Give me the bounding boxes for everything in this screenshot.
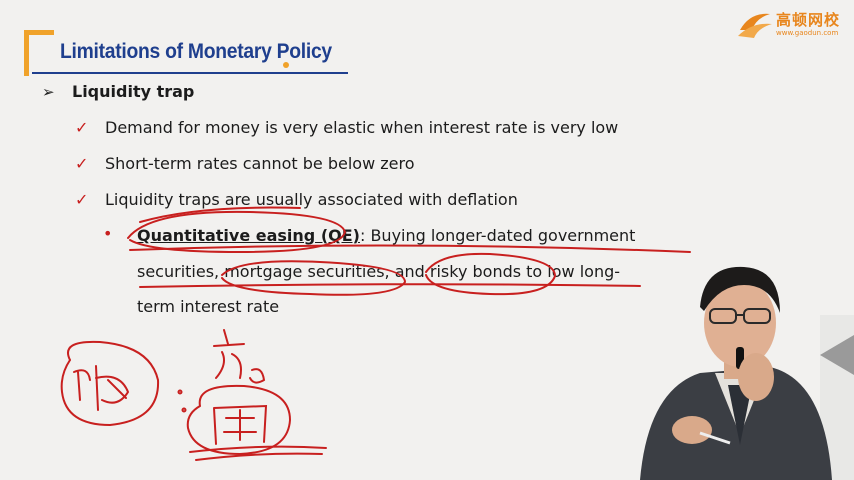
title-bracket-decoration [24,30,54,76]
logo-name: 高顿网校 [776,11,841,29]
point-text: Short-term rates cannot be below zero [105,154,415,173]
slide-title: Limitations of Monetary Policy [60,40,332,63]
dot-bullet-icon: • [103,224,113,243]
brand-logo: 高顿网校 www.gaodun.com [736,6,848,42]
point-text: Demand for money is very elastic when in… [105,118,619,137]
subpoint-line-2: securities, mortgage securities, and ris… [137,262,621,281]
subpoint-text: : Buying longer-dated government [359,226,636,245]
logo-swoosh-icon [738,13,772,38]
arrow-bullet-icon: ➢ [42,83,55,101]
heading-text: Liquidity trap [72,82,195,101]
title-underline [32,72,348,74]
title-dot-decoration [283,62,289,68]
logo-url: www.gaodun.com [776,29,839,37]
subpoint-line-1: Quantitative easing (QE): Buying longer-… [137,226,635,245]
checkmark-icon: ✓ [75,118,89,137]
subpoint-line-3: term interest rate [137,297,280,316]
checkmark-icon: ✓ [75,190,89,209]
presenter-video-overlay [640,266,854,480]
point-text: Liquidity traps are usually associated w… [105,190,518,209]
qe-term: Quantitative easing (QE) [137,226,360,245]
checkmark-icon: ✓ [75,154,89,173]
